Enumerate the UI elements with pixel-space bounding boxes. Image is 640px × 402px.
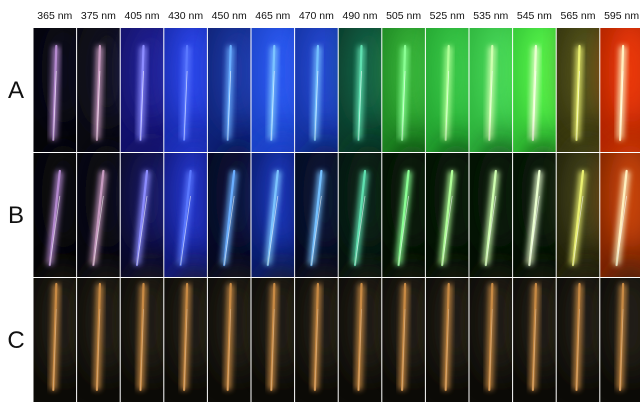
row-label: A bbox=[8, 77, 24, 104]
column-label: 545 nm bbox=[517, 10, 552, 22]
column-label: 490 nm bbox=[342, 10, 377, 22]
column-label: 430 nm bbox=[168, 10, 203, 22]
column-label: 365 nm bbox=[37, 10, 72, 22]
row-label: B bbox=[8, 202, 24, 229]
row-label: C bbox=[7, 327, 24, 354]
column-label: 465 nm bbox=[255, 10, 290, 22]
photo-grid bbox=[33, 16, 640, 402]
column-label: 565 nm bbox=[560, 10, 595, 22]
photo-panel bbox=[600, 141, 640, 277]
column-label: 375 nm bbox=[81, 10, 116, 22]
figure: 365 nm 375 nm 405 nm 430 nm 450 nm 465 nm 470 … bbox=[0, 0, 640, 402]
photo-panel bbox=[600, 266, 640, 402]
photo-panel bbox=[600, 16, 640, 152]
column-label: 405 nm bbox=[124, 10, 159, 22]
column-label: 595 nm bbox=[604, 10, 639, 22]
column-label: 470 nm bbox=[299, 10, 334, 22]
column-label: 505 nm bbox=[386, 10, 421, 22]
column-label: 525 nm bbox=[430, 10, 465, 22]
column-label: 535 nm bbox=[473, 10, 508, 22]
column-label: 450 nm bbox=[212, 10, 247, 22]
